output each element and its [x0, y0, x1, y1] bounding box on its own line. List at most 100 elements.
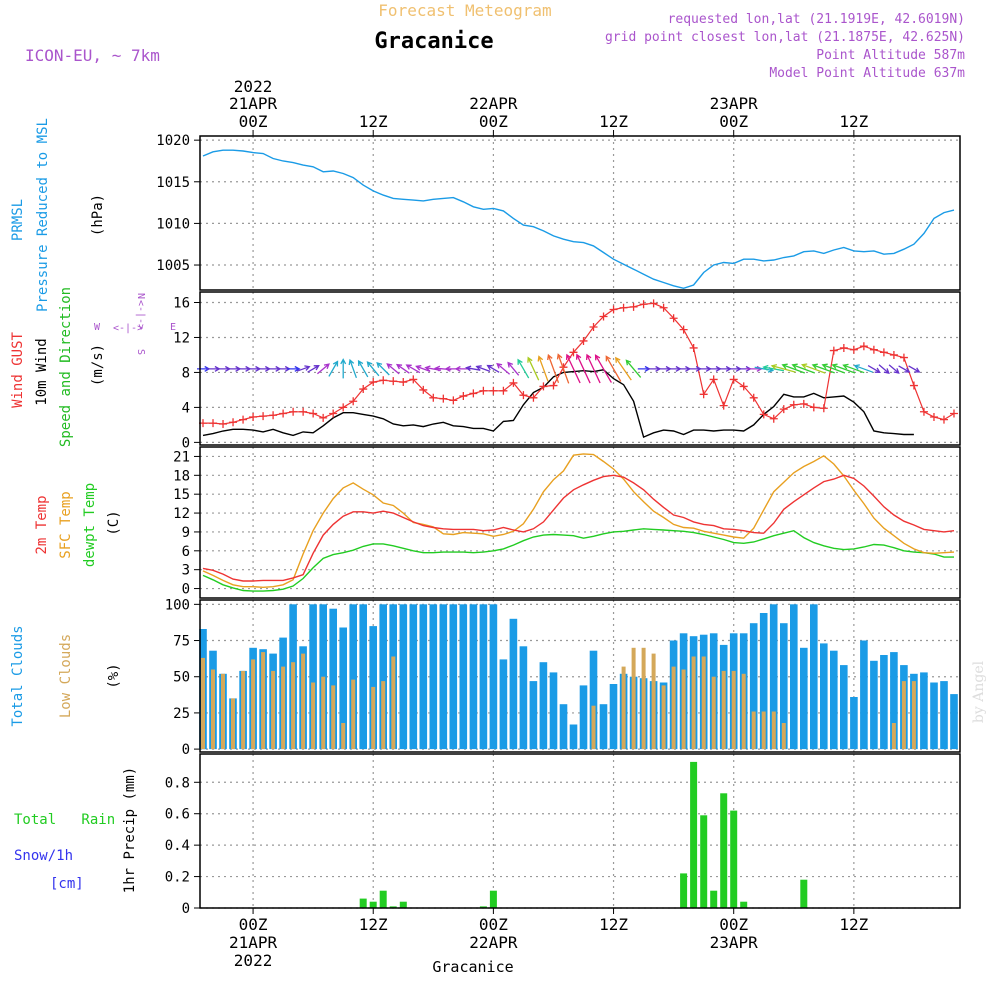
wind-gust-point — [269, 411, 278, 420]
total-cloud-bar — [860, 640, 868, 750]
compass-h: <-|-> — [113, 323, 143, 334]
point-altitude: Point Altitude 587m — [816, 48, 965, 63]
low-cloud-bar — [751, 711, 756, 750]
low-cloud-bar — [651, 653, 656, 750]
wind-ytick-label: 16 — [173, 295, 190, 311]
wind-direction-arrow — [888, 364, 900, 374]
pressure-ytick-label: 1005 — [156, 258, 190, 274]
temp-ytick-label: 18 — [173, 468, 190, 484]
rain-bar — [389, 906, 397, 908]
wind-gust-point — [929, 413, 938, 422]
precip-ytick-label: 0.8 — [165, 775, 190, 791]
total-cloud-bar — [810, 604, 818, 750]
total-cloud-bar — [840, 665, 848, 750]
total-cloud-bar — [800, 647, 808, 750]
low-cloud-bar — [271, 670, 276, 750]
pressure-panel: 1005 1010 1015 1020 — [156, 133, 961, 291]
total-rain-label: Total Rain — [14, 812, 115, 828]
watermark: by Angel — [971, 660, 987, 723]
low-cloud-bar — [371, 686, 376, 750]
wind-gust-point — [769, 414, 778, 423]
top-axis-date: 21APR — [229, 94, 278, 113]
low-cloud-bar — [221, 673, 225, 750]
total-cloud-bar — [759, 613, 768, 750]
wind-ytick-label: 4 — [182, 400, 190, 416]
model-label: ICON-EU, ~ 7km — [25, 46, 160, 65]
total-cloud-bar — [339, 627, 347, 750]
wind-gust-point — [829, 346, 838, 355]
temp-ytick-label: 0 — [182, 582, 190, 598]
total-cloud-bar — [509, 618, 518, 750]
wind-direction-arrow — [376, 361, 390, 376]
temp-ytick-label: 15 — [173, 487, 190, 503]
rain-bar — [740, 901, 748, 908]
total-cloud-bar — [409, 604, 418, 750]
wind-gust-point — [479, 386, 488, 395]
wind-direction-arrow — [357, 359, 369, 378]
wind-direction-arrow — [395, 363, 410, 374]
wind-direction-arrow — [898, 365, 911, 373]
wind-direction-arrow — [296, 365, 311, 372]
total-cloud-bar — [519, 646, 528, 750]
bottom-axis-hour: 00Z — [719, 915, 748, 934]
low-cloud-bar — [291, 662, 296, 750]
clouds-panel: 0 25 50 75 100 — [165, 597, 961, 758]
total-cloud-bar — [419, 604, 428, 750]
wind-gust-point — [249, 413, 258, 422]
total-cloud-bar — [890, 652, 898, 750]
wind-gust-point — [579, 336, 588, 345]
wind-gust-point — [679, 325, 688, 334]
wind-gust-point — [839, 343, 848, 352]
wind-direction-arrow — [475, 365, 491, 373]
low-cloud-bar — [211, 669, 215, 750]
low-cloud-bar — [771, 711, 776, 750]
wind-direction-arrow — [496, 362, 511, 375]
total-cloud-bar — [559, 704, 568, 750]
wind-gust-point — [779, 405, 788, 414]
temp-ytick-label: 3 — [182, 563, 190, 579]
low-cloud-bar — [701, 656, 706, 750]
wind-direction-arrow — [831, 363, 856, 374]
wind-direction-arrow — [307, 365, 320, 373]
low-cloud-bar — [631, 647, 636, 750]
location-title: Gracanice — [374, 29, 493, 54]
rain-bar — [359, 898, 367, 908]
rain-bar — [379, 890, 387, 908]
top-axis-hour: 00Z — [479, 112, 508, 131]
low-cloud-bar — [281, 666, 286, 750]
bottom-axis-hour: 00Z — [239, 915, 268, 934]
wind-gust-point — [949, 409, 958, 418]
wind-direction-arrow — [537, 355, 549, 382]
total-cloud-bar — [820, 643, 828, 750]
wind-gust-point — [399, 378, 408, 387]
low-cloud-bar — [741, 673, 746, 750]
top-axis-date: 22APR — [469, 94, 518, 113]
pressure-frame — [199, 135, 961, 291]
bottom-axis-year: 2022 — [234, 951, 273, 970]
total-cloud-bar — [790, 604, 798, 750]
total-cloud-bar — [459, 604, 468, 750]
wind-direction-arrow — [781, 363, 806, 374]
wind-10m-label: 10m Wind — [34, 338, 50, 405]
low-cloud-bar — [251, 659, 256, 750]
wind-gust-point — [449, 396, 458, 405]
wind-direction-arrow — [348, 358, 358, 379]
wind-direction-arrow — [415, 365, 431, 373]
wind-direction-arrow — [801, 363, 826, 374]
top-axis-hour: 12Z — [359, 112, 388, 131]
wind-gust-point — [879, 348, 888, 357]
total-cloud-bar — [399, 604, 408, 750]
wind-gust-point — [409, 375, 418, 384]
footer-location: Gracanice — [432, 958, 513, 976]
compass-n: N — [135, 293, 146, 299]
pressure-label-1: PRMSL — [10, 199, 26, 241]
wind-gust-point — [689, 343, 698, 352]
wind-direction-arrow — [386, 363, 400, 375]
rain-bar — [720, 793, 728, 908]
rain-bar — [730, 810, 738, 908]
wind-direction-arrow — [340, 358, 347, 379]
total-cloud-bar — [529, 681, 538, 750]
wind-gust-point — [939, 415, 948, 424]
wind-direction-arrow — [527, 356, 540, 381]
wind-gust-point — [659, 303, 668, 312]
